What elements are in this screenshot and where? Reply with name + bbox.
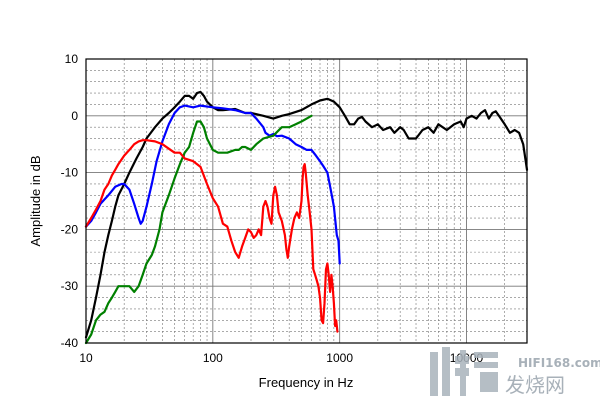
watermark-site: HIFI168.com bbox=[518, 356, 600, 370]
y-axis-label: Amplitude in dB bbox=[28, 155, 43, 246]
y-tick-label: 10 bbox=[65, 52, 79, 66]
y-tick-label: -30 bbox=[61, 279, 79, 293]
watermark-emblem-icon bbox=[430, 347, 498, 396]
chart-series-group bbox=[84, 90, 529, 345]
y-tick-label: -20 bbox=[61, 222, 79, 236]
watermark-name: 发烧网 bbox=[505, 373, 565, 397]
y-tick-label: -40 bbox=[61, 336, 79, 350]
plot-frame bbox=[85, 58, 528, 344]
y-tick-label: 0 bbox=[71, 109, 78, 123]
watermark-logo: HIFI168.com 发烧网 bbox=[430, 347, 600, 397]
y-tick-label: -10 bbox=[61, 166, 79, 180]
x-tick-label: 100 bbox=[203, 351, 223, 365]
y-tick-labels: 10 0 -10 -20 -30 -40 bbox=[61, 52, 79, 350]
x-tick-label: 10 bbox=[79, 351, 93, 365]
series-line-1 bbox=[84, 90, 529, 339]
series-line-2 bbox=[84, 104, 341, 265]
series-line-4 bbox=[84, 139, 339, 333]
x-axis-label: Frequency in Hz bbox=[259, 375, 354, 390]
series-line-3 bbox=[84, 114, 313, 345]
x-tick-label: 1000 bbox=[326, 351, 353, 365]
